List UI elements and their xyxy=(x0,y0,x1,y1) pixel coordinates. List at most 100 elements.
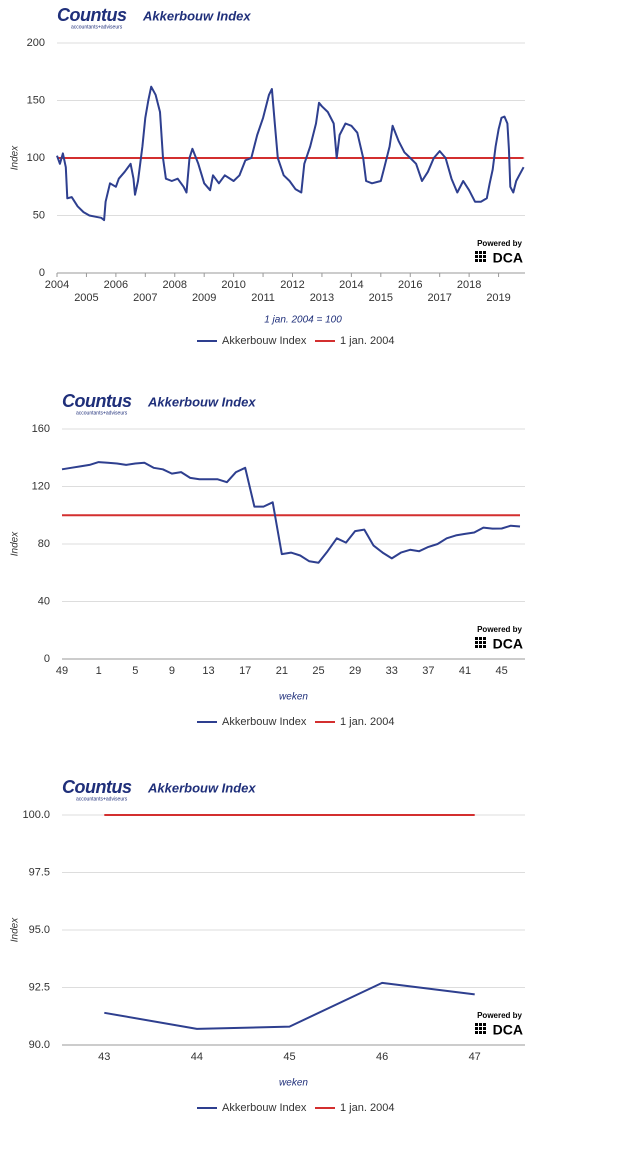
brand-icon xyxy=(483,1031,486,1034)
x-tick-label: 2014 xyxy=(339,279,363,291)
logo-sub: accountants+adviseurs xyxy=(71,24,123,30)
x-tick-label: 9 xyxy=(169,665,175,677)
powered-by: Powered by xyxy=(477,625,522,634)
brand-icon xyxy=(479,255,482,258)
brand-icon xyxy=(479,641,482,644)
y-tick-label: 200 xyxy=(27,37,45,49)
brand-icon xyxy=(475,1023,478,1026)
x-tick-label: 47 xyxy=(469,1051,481,1063)
brand-icon xyxy=(483,645,486,648)
logo-sub: accountants+adviseurs xyxy=(76,410,128,416)
brand-icon xyxy=(475,1031,478,1034)
y-tick-label: 150 xyxy=(27,94,45,106)
brand-icon xyxy=(475,645,478,648)
y-axis-label: Index xyxy=(10,145,21,170)
x-tick-label: 25 xyxy=(312,665,324,677)
chart-title: Akkerbouw Index xyxy=(147,780,256,795)
x-tick-label: 29 xyxy=(349,665,361,677)
logo-sub: accountants+adviseurs xyxy=(76,796,128,802)
brand-icon xyxy=(483,259,486,262)
x-tick-label: 2016 xyxy=(398,279,422,291)
x-tick-label: 1 xyxy=(96,665,102,677)
x-tick-label: 43 xyxy=(98,1051,110,1063)
legend-label: 1 jan. 2004 xyxy=(340,1102,394,1114)
brand-icon xyxy=(475,641,478,644)
brand-icon xyxy=(483,637,486,640)
y-axis-label: Index xyxy=(10,531,21,556)
legend-label: 1 jan. 2004 xyxy=(340,335,394,347)
x-axis-label: weken xyxy=(279,1078,308,1089)
x-tick-label: 33 xyxy=(386,665,398,677)
legend-label: Akkerbouw Index xyxy=(222,335,307,347)
x-tick-label: 17 xyxy=(239,665,251,677)
y-tick-label: 50 xyxy=(33,209,45,221)
x-axis-label: 1 jan. 2004 = 100 xyxy=(264,315,342,326)
chart-title: Akkerbouw Index xyxy=(142,8,251,23)
brand: DCA xyxy=(493,636,523,652)
y-tick-label: 0 xyxy=(39,267,45,279)
y-tick-label: 95.0 xyxy=(29,924,50,936)
chart-title: Akkerbouw Index xyxy=(147,394,256,409)
x-tick-label: 2018 xyxy=(457,279,481,291)
brand: DCA xyxy=(493,1022,523,1038)
legend-label: 1 jan. 2004 xyxy=(340,716,394,728)
x-tick-label: 2006 xyxy=(104,279,128,291)
y-tick-label: 120 xyxy=(32,480,50,492)
x-tick-label: 2012 xyxy=(280,279,304,291)
y-tick-label: 92.5 xyxy=(29,981,50,993)
y-axis-label: Index xyxy=(10,917,21,942)
x-tick-label: 2010 xyxy=(221,279,245,291)
y-tick-label: 40 xyxy=(38,595,50,607)
logo: Countus xyxy=(62,777,132,797)
y-tick-label: 100.0 xyxy=(22,809,50,821)
brand-icon xyxy=(475,255,478,258)
data-line xyxy=(104,981,475,1030)
brand-icon xyxy=(483,1027,486,1030)
y-tick-label: 97.5 xyxy=(29,866,50,878)
y-tick-label: 90.0 xyxy=(29,1039,50,1051)
legend-label: Akkerbouw Index xyxy=(222,716,307,728)
x-tick-label: 37 xyxy=(422,665,434,677)
x-tick-label: 5 xyxy=(132,665,138,677)
powered-by: Powered by xyxy=(477,1011,522,1020)
logo: Countus xyxy=(62,391,132,411)
x-tick-label: 2004 xyxy=(45,279,69,291)
brand-icon xyxy=(479,1027,482,1030)
brand-icon xyxy=(475,251,478,254)
x-tick-label: 41 xyxy=(459,665,471,677)
x-tick-label: 21 xyxy=(276,665,288,677)
x-tick-label: 44 xyxy=(191,1051,203,1063)
x-tick-label: 49 xyxy=(56,665,68,677)
y-tick-label: 160 xyxy=(32,423,50,435)
x-tick-label: 2015 xyxy=(369,292,393,304)
x-tick-label: 2011 xyxy=(251,292,275,304)
logo: Countus xyxy=(57,5,127,25)
brand-icon xyxy=(479,645,482,648)
brand-icon xyxy=(475,637,478,640)
brand-icon xyxy=(479,1023,482,1026)
y-tick-label: 80 xyxy=(38,538,50,550)
x-tick-label: 2013 xyxy=(310,292,334,304)
x-tick-label: 2017 xyxy=(427,292,451,304)
legend-label: Akkerbouw Index xyxy=(222,1102,307,1114)
x-tick-label: 2005 xyxy=(74,292,98,304)
x-tick-label: 2009 xyxy=(192,292,216,304)
x-axis-label: weken xyxy=(279,692,308,703)
brand-icon xyxy=(479,637,482,640)
brand-icon xyxy=(479,1031,482,1034)
x-tick-label: 2008 xyxy=(163,279,187,291)
brand-icon xyxy=(479,259,482,262)
data-line xyxy=(61,461,521,564)
y-tick-label: 100 xyxy=(27,152,45,164)
brand-icon xyxy=(479,251,482,254)
x-tick-label: 46 xyxy=(376,1051,388,1063)
x-tick-label: 45 xyxy=(496,665,508,677)
data-line xyxy=(56,85,525,222)
brand-icon xyxy=(483,1023,486,1026)
x-tick-label: 2019 xyxy=(486,292,510,304)
brand-icon xyxy=(483,251,486,254)
